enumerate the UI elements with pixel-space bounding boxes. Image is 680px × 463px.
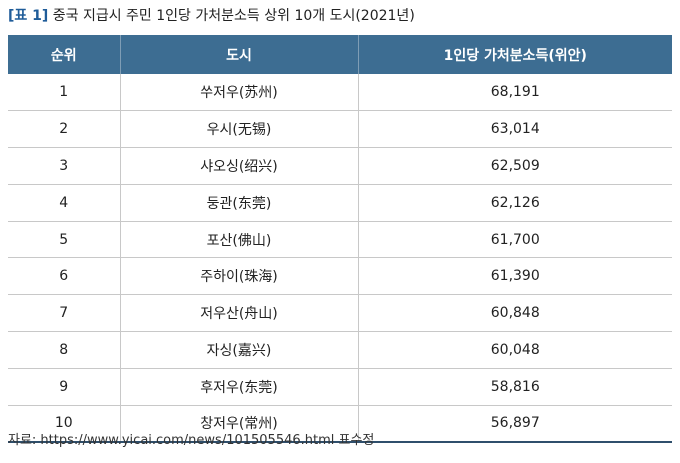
table-row: 9 후저우(东莞) 58,816 [8,368,672,406]
header-income: 1인당 가처분소득(위안) [443,47,587,64]
income-cell: 62,509 [358,147,672,185]
rank-cell: 7 [8,294,121,333]
city-cell: 주하이(珠海) [120,257,359,296]
table-row: 3 샤오싱(绍兴) 62,509 [8,147,672,185]
income-cell: 56,897 [358,405,672,443]
header-row: 순위 도시 1인당 가처분소득(위안) [8,35,672,74]
city-cell: 창저우(常州) [120,405,359,443]
rank-cell: 9 [8,368,121,406]
city-cell: 샤오싱(绍兴) [120,147,359,185]
table-title: 중국 지급시 주민 1인당 가처분소득 상위 10개 도시(2021년) [52,8,415,24]
header-rank: 순위 [8,35,121,74]
city-cell: 둥관(东莞) [120,184,359,222]
rank-cell: 3 [8,147,121,185]
table-body: 1 쑤저우(苏州) 68,191 2 우시(无锡) 63,014 3 샤오싱(绍… [8,74,672,443]
rank-cell: 1 [8,74,121,112]
city-cell: 포산(佛山) [120,221,359,259]
table-row: 2 우시(无锡) 63,014 [8,110,672,149]
income-cell: 61,390 [358,257,672,296]
city-cell: 우시(无锡) [120,110,359,149]
source-note: 자료: https://www.yicai.com/news/101505546… [8,433,375,448]
table-row: 5 포산(佛山) 61,700 [8,221,672,259]
income-cell: 61,700 [358,221,672,259]
table-row: 10 창저우(常州) 56,897 [8,405,672,443]
table-caption: [표 1] 중국 지급시 주민 1인당 가처분소득 상위 10개 도시(2021… [8,5,415,27]
rank-cell: 2 [8,110,121,149]
table-row: 6 주하이(珠海) 61,390 [8,257,672,296]
rank-cell: 6 [8,257,121,296]
table-header: 순위 도시 1인당 가처분소득(위안) [8,35,672,74]
city-cell: 후저우(东莞) [120,368,359,406]
income-ranking-table: 순위 도시 1인당 가처분소득(위안) 1 쑤저우(苏州) 68,191 2 우… [8,35,672,443]
header-city: 도시 [120,35,359,74]
table-number: [표 1] [8,8,49,24]
rank-cell: 8 [8,331,121,369]
table-row: 4 둥관(东莞) 62,126 [8,184,672,222]
table-row: 8 자싱(嘉兴) 60,048 [8,331,672,369]
income-cell: 60,048 [358,331,672,369]
rank-cell: 4 [8,184,121,222]
rank-cell: 5 [8,221,121,259]
income-cell: 68,191 [358,74,672,112]
income-cell: 62,126 [358,184,672,222]
table-row: 1 쑤저우(苏州) 68,191 [8,74,672,112]
table-row: 7 저우산(舟山) 60,848 [8,294,672,333]
city-cell: 자싱(嘉兴) [120,331,359,369]
city-cell: 저우산(舟山) [120,294,359,333]
city-cell: 쑤저우(苏州) [120,74,359,112]
income-cell: 63,014 [358,110,672,149]
income-cell: 60,848 [358,294,672,333]
income-cell: 58,816 [358,368,672,406]
rank-cell: 10 [8,405,121,443]
